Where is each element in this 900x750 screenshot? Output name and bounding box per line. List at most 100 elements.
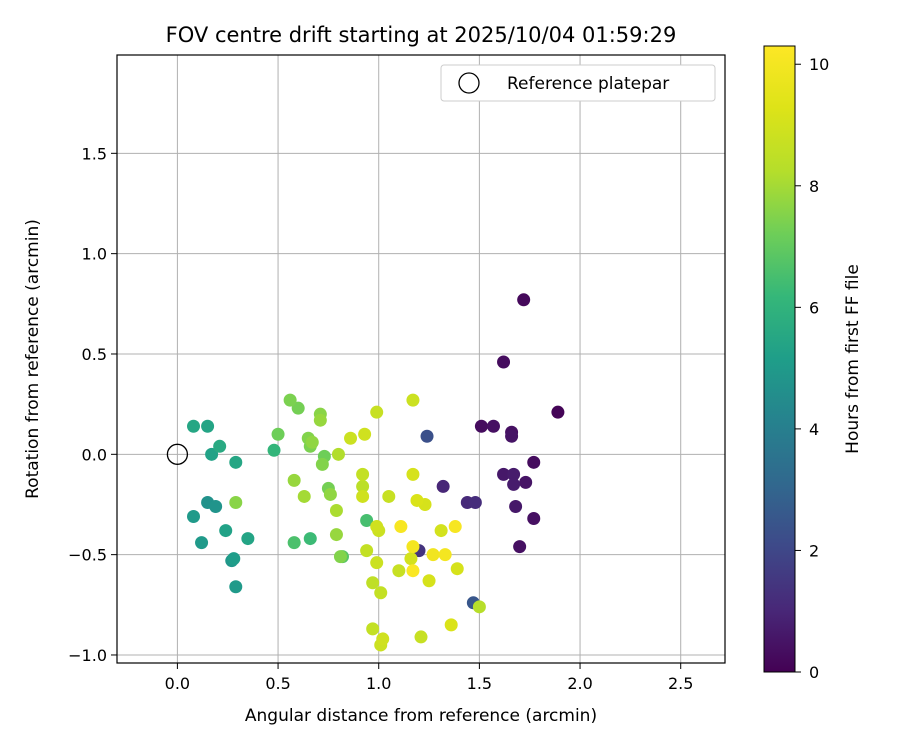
data-point bbox=[392, 564, 406, 578]
data-point bbox=[205, 447, 219, 461]
reference-marker-group bbox=[166, 443, 189, 465]
data-point bbox=[315, 457, 329, 471]
data-point bbox=[229, 495, 243, 509]
data-point bbox=[366, 622, 380, 636]
data-point bbox=[420, 429, 434, 443]
data-point bbox=[313, 413, 327, 427]
data-point bbox=[356, 467, 370, 481]
plot-frame bbox=[116, 54, 726, 664]
data-point bbox=[404, 552, 418, 566]
data-point bbox=[187, 419, 201, 433]
data-point bbox=[303, 532, 317, 546]
data-point bbox=[229, 580, 243, 594]
legend: Reference platepar bbox=[440, 64, 716, 102]
data-point bbox=[434, 524, 448, 538]
colorbar-tick-label: 10 bbox=[809, 55, 829, 74]
data-point bbox=[551, 405, 565, 419]
data-point bbox=[527, 455, 541, 469]
data-point bbox=[331, 447, 345, 461]
y-axis-ticks: −1.0 −0.5 0.0 0.5 1.0 1.5 bbox=[68, 144, 117, 665]
x-tick-label: 1.5 bbox=[467, 674, 492, 693]
data-point bbox=[497, 467, 511, 481]
x-tick-label: 0.5 bbox=[265, 674, 290, 693]
y-tick-label: 0.0 bbox=[82, 445, 107, 464]
x-tick-label: 1.0 bbox=[366, 674, 391, 693]
data-point bbox=[329, 503, 343, 517]
legend-label: Reference platepar bbox=[507, 74, 669, 94]
data-point bbox=[283, 393, 297, 407]
data-point bbox=[344, 431, 358, 445]
data-point bbox=[394, 520, 408, 534]
data-point bbox=[513, 540, 527, 554]
data-point bbox=[422, 574, 436, 588]
data-point bbox=[219, 524, 233, 538]
data-point bbox=[271, 427, 285, 441]
y-tick-label: −1.0 bbox=[68, 646, 107, 665]
data-point bbox=[356, 479, 370, 493]
data-point bbox=[406, 393, 420, 407]
colorbar-tick-label: 8 bbox=[809, 177, 819, 196]
x-axis-ticks: 0.0 0.5 1.0 1.5 2.0 2.5 bbox=[165, 663, 693, 693]
data-point bbox=[305, 435, 319, 449]
data-point bbox=[468, 495, 482, 509]
data-point bbox=[291, 401, 305, 415]
data-point bbox=[360, 514, 374, 528]
reference-platepar-marker bbox=[166, 443, 189, 465]
x-tick-label: 2.5 bbox=[668, 674, 693, 693]
data-point bbox=[370, 556, 384, 570]
colorbar-label: Hours from first FF file bbox=[843, 264, 863, 454]
colorbar-tick-label: 4 bbox=[809, 420, 819, 439]
data-point bbox=[527, 512, 541, 526]
colorbar-ticks: 0 2 4 6 8 10 bbox=[795, 55, 829, 682]
data-point bbox=[370, 520, 384, 534]
data-point bbox=[374, 586, 388, 600]
data-point bbox=[209, 499, 223, 513]
data-point bbox=[241, 532, 255, 546]
data-point bbox=[444, 618, 458, 632]
data-point bbox=[370, 405, 384, 419]
data-point bbox=[406, 564, 420, 578]
y-axis-label: Rotation from reference (arcmin) bbox=[23, 219, 43, 499]
data-point bbox=[329, 528, 343, 542]
data-point bbox=[519, 475, 533, 489]
grid-lines bbox=[117, 55, 725, 663]
data-point bbox=[360, 544, 374, 558]
data-point bbox=[497, 355, 511, 369]
colorbar-tick-label: 6 bbox=[809, 298, 819, 317]
data-point bbox=[436, 479, 450, 493]
data-point bbox=[406, 467, 420, 481]
data-point bbox=[507, 467, 521, 481]
data-point bbox=[201, 419, 215, 433]
data-point bbox=[450, 562, 464, 576]
colorbar bbox=[763, 45, 796, 673]
data-point bbox=[509, 499, 523, 513]
data-point bbox=[213, 439, 227, 453]
data-point bbox=[382, 489, 396, 503]
data-point bbox=[195, 536, 209, 550]
data-point bbox=[267, 443, 281, 457]
data-point bbox=[227, 552, 241, 566]
x-tick-label: 0.0 bbox=[165, 674, 190, 693]
y-tick-label: 1.5 bbox=[82, 144, 107, 163]
data-point bbox=[406, 540, 420, 554]
data-point bbox=[472, 600, 486, 614]
legend-marker-icon bbox=[458, 72, 480, 94]
data-point bbox=[505, 429, 519, 443]
data-point bbox=[187, 510, 201, 524]
data-point bbox=[517, 293, 531, 307]
data-point bbox=[287, 473, 301, 487]
data-point bbox=[323, 487, 337, 501]
colorbar-tick-label: 0 bbox=[809, 663, 819, 682]
colorbar-tick-label: 2 bbox=[809, 541, 819, 560]
data-point bbox=[229, 455, 243, 469]
data-point bbox=[358, 427, 372, 441]
y-tick-label: 0.5 bbox=[82, 345, 107, 364]
data-point bbox=[426, 548, 440, 562]
chart-title: FOV centre drift starting at 2025/10/04 … bbox=[166, 23, 677, 47]
data-point bbox=[486, 419, 500, 433]
x-axis-label: Angular distance from reference (arcmin) bbox=[245, 706, 597, 726]
legend-box bbox=[440, 64, 716, 102]
data-point bbox=[376, 632, 390, 646]
data-point bbox=[297, 489, 311, 503]
